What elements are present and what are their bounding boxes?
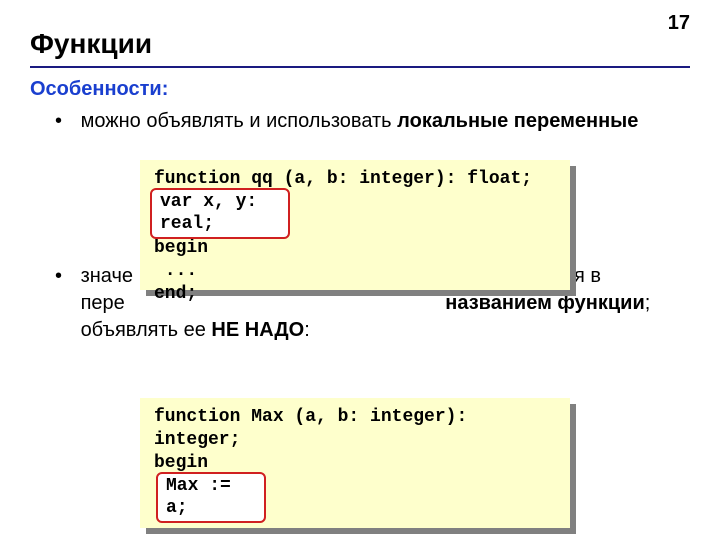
code1-line5: end; (154, 283, 556, 306)
b2-l2-pre: пере (81, 292, 125, 314)
bullet-dot: • (55, 263, 75, 290)
bullet-dot: • (55, 108, 75, 135)
red2-line2: a; (166, 498, 256, 520)
red1-line2: real; (160, 214, 280, 236)
bullet-1-plain: можно объявлять и использовать (81, 110, 398, 132)
bullet-1: • можно объявлять и использовать локальн… (55, 108, 695, 135)
code2-line1: function Max (a, b: integer): integer; (154, 406, 556, 452)
b2-pre: значе (81, 265, 133, 287)
section-subtitle: Особенности: (30, 78, 168, 101)
b2-final-bold: НЕ НАДО (211, 319, 304, 341)
b2-final-after: : (304, 319, 310, 341)
page-title: Функции (30, 28, 152, 60)
bullet-1-text: можно объявлять и использовать локальные… (81, 108, 681, 135)
highlight-box-2: Max := a; (156, 472, 266, 523)
bullet-1-bold: локальные переменные (397, 110, 638, 132)
red1-line1: var x, y: (160, 192, 280, 214)
red2-line1: Max := (166, 476, 256, 498)
page-number: 17 (668, 12, 690, 35)
code1-line3: begin (154, 237, 556, 260)
highlight-box-1: var x, y: real; (150, 188, 290, 239)
code1-line4: ... (154, 260, 556, 283)
title-divider (30, 66, 690, 68)
